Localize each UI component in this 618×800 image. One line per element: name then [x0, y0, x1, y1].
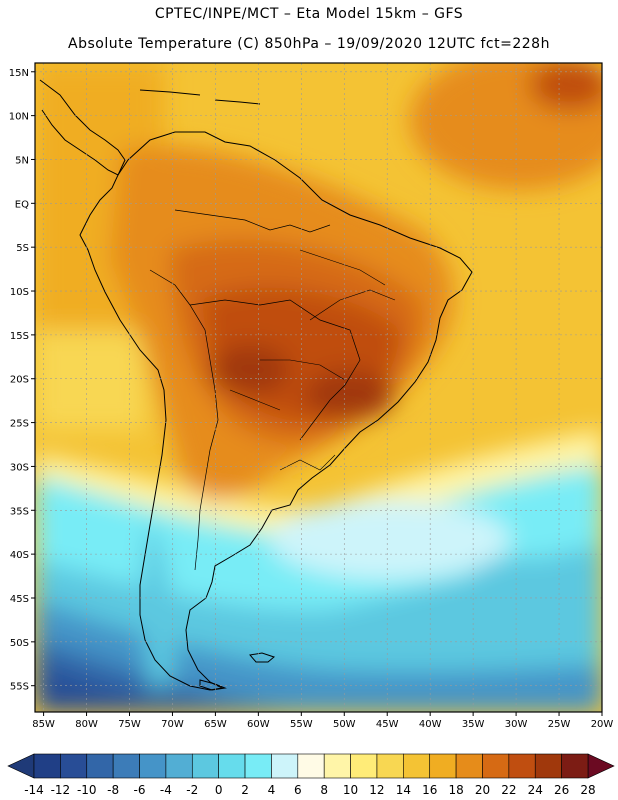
colorbar-tick-label: 4: [268, 783, 276, 797]
colorbar-swatch: [429, 753, 457, 779]
colorbar-over-arrow: [587, 753, 615, 779]
colorbar-swatch: [376, 753, 404, 779]
lon-label: 35W: [462, 719, 485, 730]
colorbar-tick-label: 10: [343, 783, 358, 797]
colorbar-under-arrow: [7, 753, 35, 779]
lon-label: 75W: [118, 719, 141, 730]
lat-label: 20S: [10, 375, 29, 386]
lat-label: 25S: [10, 419, 29, 430]
colorbar-tick-label: -8: [107, 783, 119, 797]
lat-label: 45S: [10, 594, 29, 605]
lat-label: 10S: [10, 287, 29, 298]
colorbar-tick-label: 8: [320, 783, 328, 797]
lon-label: 80W: [75, 719, 98, 730]
colorbar-tick-label: 22: [501, 783, 516, 797]
lat-label: 55S: [10, 682, 29, 693]
lon-label: 50W: [333, 719, 356, 730]
brazil-border: [174, 209, 361, 441]
lon-label: 65W: [204, 719, 227, 730]
lat-label: 30S: [10, 462, 29, 473]
colorbar-swatch: [218, 753, 246, 779]
lat-label: 10N: [9, 112, 29, 123]
caribbean-islands: [139, 89, 261, 105]
gridlines: [35, 63, 602, 712]
lon-label: 70W: [161, 719, 184, 730]
lat-label: 15S: [10, 331, 29, 342]
colorbar-swatch: [323, 753, 351, 779]
south-america-coast: [79, 131, 473, 691]
colorbar-swatch: [244, 753, 272, 779]
lat-label: 5N: [15, 155, 29, 166]
colorbar: -14 -12 -10 -8 -6 -4 -2 0 2 4 6 8 10 12 14 16 18 20 22 24 26…: [7, 753, 615, 797]
lon-label: 25W: [548, 719, 571, 730]
colorbar-swatch: [561, 753, 589, 779]
colorbar-tick-label: 24: [528, 783, 543, 797]
lon-label: 60W: [247, 719, 270, 730]
coastlines: [39, 79, 473, 691]
lat-label: 35S: [10, 506, 29, 517]
lat-label: EQ: [15, 199, 29, 210]
colorbar-swatch: [455, 753, 483, 779]
colorbar-swatch: [112, 753, 140, 779]
colorbar-swatch: [191, 753, 219, 779]
colorbar-tick-label: -2: [186, 783, 198, 797]
colorbar-swatch: [508, 753, 536, 779]
lat-label: 5S: [16, 243, 29, 254]
lon-label: 40W: [419, 719, 442, 730]
tierra-del-fuego: [199, 679, 227, 691]
central-america: [39, 79, 126, 176]
colorbar-tick-label: 20: [475, 783, 490, 797]
lon-label: 20W: [591, 719, 614, 730]
lon-label: 55W: [290, 719, 313, 730]
colorbar-swatch: [482, 753, 510, 779]
colorbar-tick-label: 6: [294, 783, 302, 797]
lat-label: 15N: [9, 68, 29, 79]
temperature-field: [35, 63, 602, 712]
plot-frame: [34, 62, 603, 713]
andes-border: [149, 269, 219, 571]
lon-label: 85W: [32, 719, 55, 730]
falklands: [249, 652, 276, 663]
lat-label: 50S: [10, 638, 29, 649]
colorbar-tick-label: 16: [422, 783, 437, 797]
latitude-axis: 15N 10N 5N EQ 5S 10S 15S 20S 25S 30S 35S 40S 45S 50S 5…: [9, 68, 35, 693]
colorbar-tick-label: 12: [369, 783, 384, 797]
colorbar-swatch: [350, 753, 378, 779]
chart-title: CPTEC/INPE/MCT – Eta Model 15km – GFS: [154, 6, 464, 22]
lon-label: 30W: [505, 719, 528, 730]
colorbar-tick-label: -12: [51, 783, 71, 797]
colorbar-tick-label: 18: [448, 783, 463, 797]
colorbar-tick-label: -14: [24, 783, 44, 797]
internal-borders: [229, 249, 396, 471]
lat-label: 40S: [10, 550, 29, 561]
colorbar-swatch: [297, 753, 325, 779]
colorbar-tick-label: 14: [396, 783, 411, 797]
colorbar-swatch: [403, 753, 431, 779]
colorbar-tick-label: 0: [215, 783, 223, 797]
colorbar-swatch: [60, 753, 88, 779]
colorbar-swatch: [33, 753, 61, 779]
chart-subtitle: Absolute Temperature (C) 850hPa – 19/09/…: [68, 36, 550, 52]
colorbar-tick-label: 28: [580, 783, 595, 797]
colorbar-tick-label: -6: [134, 783, 146, 797]
colorbar-swatch: [165, 753, 193, 779]
colorbar-swatch: [534, 753, 562, 779]
colorbar-swatch: [139, 753, 167, 779]
lon-label: 45W: [376, 719, 399, 730]
longitude-axis: 85W 80W 75W 70W 65W 60W 55W 50W 45W 40W 35W 30W 25W 2…: [32, 712, 613, 730]
colorbar-tick-label: 2: [241, 783, 249, 797]
colorbar-swatch: [86, 753, 114, 779]
colorbar-swatch: [271, 753, 299, 779]
colorbar-tick-label: 26: [554, 783, 569, 797]
colorbar-tick-label: -10: [77, 783, 97, 797]
colorbar-tick-label: -4: [160, 783, 172, 797]
